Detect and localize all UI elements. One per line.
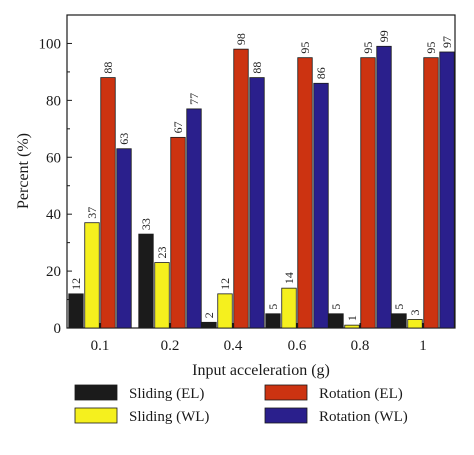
bar-sliding-el-1 xyxy=(391,313,407,329)
x-tick-label: 0.8 xyxy=(351,338,370,354)
bar-sliding-el-0_2 xyxy=(138,233,154,329)
data-label: 98 xyxy=(234,33,248,45)
data-label: 12 xyxy=(218,278,232,290)
bar-rotation-wl-0_8 xyxy=(376,45,392,329)
bar-sliding-wl-0_4 xyxy=(217,293,233,329)
bar-rotation-el-0_6 xyxy=(297,57,313,329)
legend-label-sliding-el: Sliding (EL) xyxy=(129,386,204,402)
y-tick-label: 20 xyxy=(46,264,61,280)
bar-sliding-wl-0_6 xyxy=(281,287,297,329)
data-label: 33 xyxy=(139,218,153,230)
bar-sliding-el-0_1 xyxy=(68,293,84,329)
bar-rotation-wl-0_1 xyxy=(116,148,132,329)
bar-rotation-wl-0_4 xyxy=(249,77,265,329)
x-axis: 0.1 0.2 0.4 0.6 0.8 1 xyxy=(91,323,427,354)
bar-sliding-wl-0_8 xyxy=(344,324,360,329)
bar-sliding-el-0_4 xyxy=(201,321,217,329)
bar-rotation-el-0_8 xyxy=(360,57,376,329)
bar-rotation-wl-1 xyxy=(439,51,455,329)
bar-sliding-wl-0_1 xyxy=(84,222,100,329)
x-tick-label: 0.6 xyxy=(288,338,307,354)
bar-rotation-wl-0_6 xyxy=(313,82,329,329)
y-tick-label: 60 xyxy=(46,150,61,166)
data-label: 2 xyxy=(202,312,216,318)
data-label: 88 xyxy=(101,62,115,74)
bar-rotation-el-1 xyxy=(423,57,439,329)
data-label: 14 xyxy=(282,272,296,284)
bar-rotation-el-0_1 xyxy=(100,77,116,329)
bar-sliding-el-0_6 xyxy=(265,313,281,329)
y-tick-label: 80 xyxy=(46,93,61,109)
data-label: 88 xyxy=(250,62,264,74)
y-tick-label: 0 xyxy=(54,321,62,337)
data-label: 1 xyxy=(345,315,359,321)
data-label: 5 xyxy=(329,304,343,310)
x-tick-label: 0.1 xyxy=(91,338,110,354)
legend-swatch-rotation-wl xyxy=(264,407,308,424)
legend-label-sliding-wl: Sliding (WL) xyxy=(129,409,209,425)
data-label: 63 xyxy=(117,133,131,145)
data-label: 95 xyxy=(361,42,375,54)
y-axis-title: Percent (%) xyxy=(15,133,32,209)
x-tick-label: 0.2 xyxy=(161,338,180,354)
x-tick-label: 1 xyxy=(419,338,427,354)
legend-swatch-sliding-el xyxy=(74,384,118,401)
bar-sliding-el-0_8 xyxy=(328,313,344,329)
legend-label-rotation-el: Rotation (EL) xyxy=(319,386,403,402)
data-label: 77 xyxy=(187,93,201,105)
legend-label-rotation-wl: Rotation (WL) xyxy=(319,409,408,425)
data-label: 99 xyxy=(377,30,391,42)
y-tick-label: 40 xyxy=(46,207,61,223)
data-label: 97 xyxy=(440,36,454,48)
data-labels-group: 1237886333236777212988851495865195995395… xyxy=(69,30,454,321)
y-tick-label: 100 xyxy=(39,36,62,52)
bar-rotation-el-0_4 xyxy=(233,48,249,329)
data-label: 37 xyxy=(85,207,99,219)
data-label: 67 xyxy=(171,121,185,133)
x-axis-title: Input acceleration (g) xyxy=(192,362,330,379)
data-label: 95 xyxy=(298,42,312,54)
data-label: 5 xyxy=(266,304,280,310)
legend: Sliding (EL) Sliding (WL) Rotation (EL) Rot… xyxy=(74,384,408,425)
legend-swatch-sliding-wl xyxy=(74,407,118,424)
data-label: 95 xyxy=(424,42,438,54)
data-label: 3 xyxy=(408,309,422,315)
data-label: 5 xyxy=(392,304,406,310)
data-label: 86 xyxy=(314,67,328,79)
data-label: 23 xyxy=(155,247,169,259)
bar-rotation-wl-0_2 xyxy=(186,108,202,329)
x-tick-label: 0.4 xyxy=(224,338,243,354)
data-label: 12 xyxy=(69,278,83,290)
y-axis: 0 20 40 60 80 100 xyxy=(39,14,72,337)
bar-rotation-el-0_2 xyxy=(170,136,186,329)
bar-sliding-wl-1 xyxy=(407,319,423,329)
bars-group xyxy=(68,45,455,329)
legend-swatch-rotation-el xyxy=(264,384,308,401)
bar-sliding-wl-0_2 xyxy=(154,262,170,329)
